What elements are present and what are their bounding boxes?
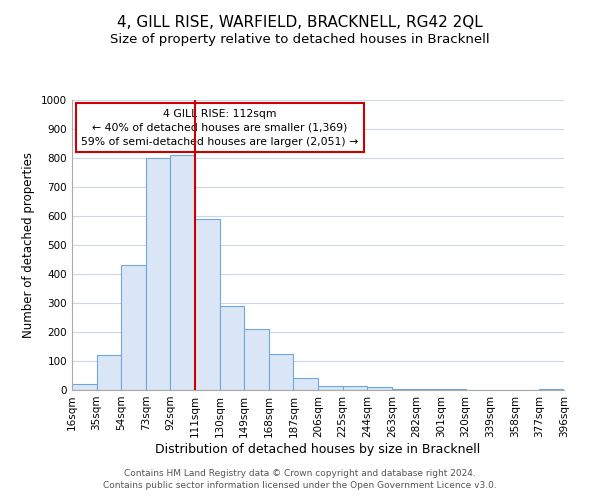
Bar bbox=[244, 329, 269, 390]
Bar bbox=[170, 155, 195, 390]
Text: Contains public sector information licensed under the Open Government Licence v3: Contains public sector information licen… bbox=[103, 481, 497, 490]
Text: 4 GILL RISE: 112sqm
← 40% of detached houses are smaller (1,369)
59% of semi-det: 4 GILL RISE: 112sqm ← 40% of detached ho… bbox=[81, 108, 358, 146]
Bar bbox=[392, 388, 416, 390]
Bar bbox=[195, 219, 220, 390]
Bar bbox=[293, 378, 318, 390]
Bar bbox=[367, 387, 392, 390]
Bar bbox=[416, 389, 441, 390]
Bar bbox=[121, 266, 146, 390]
X-axis label: Distribution of detached houses by size in Bracknell: Distribution of detached houses by size … bbox=[155, 442, 481, 456]
Text: Size of property relative to detached houses in Bracknell: Size of property relative to detached ho… bbox=[110, 32, 490, 46]
Bar bbox=[97, 355, 121, 390]
Bar bbox=[539, 388, 564, 390]
Bar bbox=[318, 386, 343, 390]
Y-axis label: Number of detached properties: Number of detached properties bbox=[22, 152, 35, 338]
Text: 4, GILL RISE, WARFIELD, BRACKNELL, RG42 2QL: 4, GILL RISE, WARFIELD, BRACKNELL, RG42 … bbox=[117, 15, 483, 30]
Text: Contains HM Land Registry data © Crown copyright and database right 2024.: Contains HM Land Registry data © Crown c… bbox=[124, 468, 476, 477]
Bar bbox=[343, 386, 367, 390]
Bar bbox=[146, 158, 170, 390]
Bar bbox=[269, 354, 293, 390]
Bar bbox=[220, 306, 244, 390]
Bar bbox=[72, 384, 97, 390]
